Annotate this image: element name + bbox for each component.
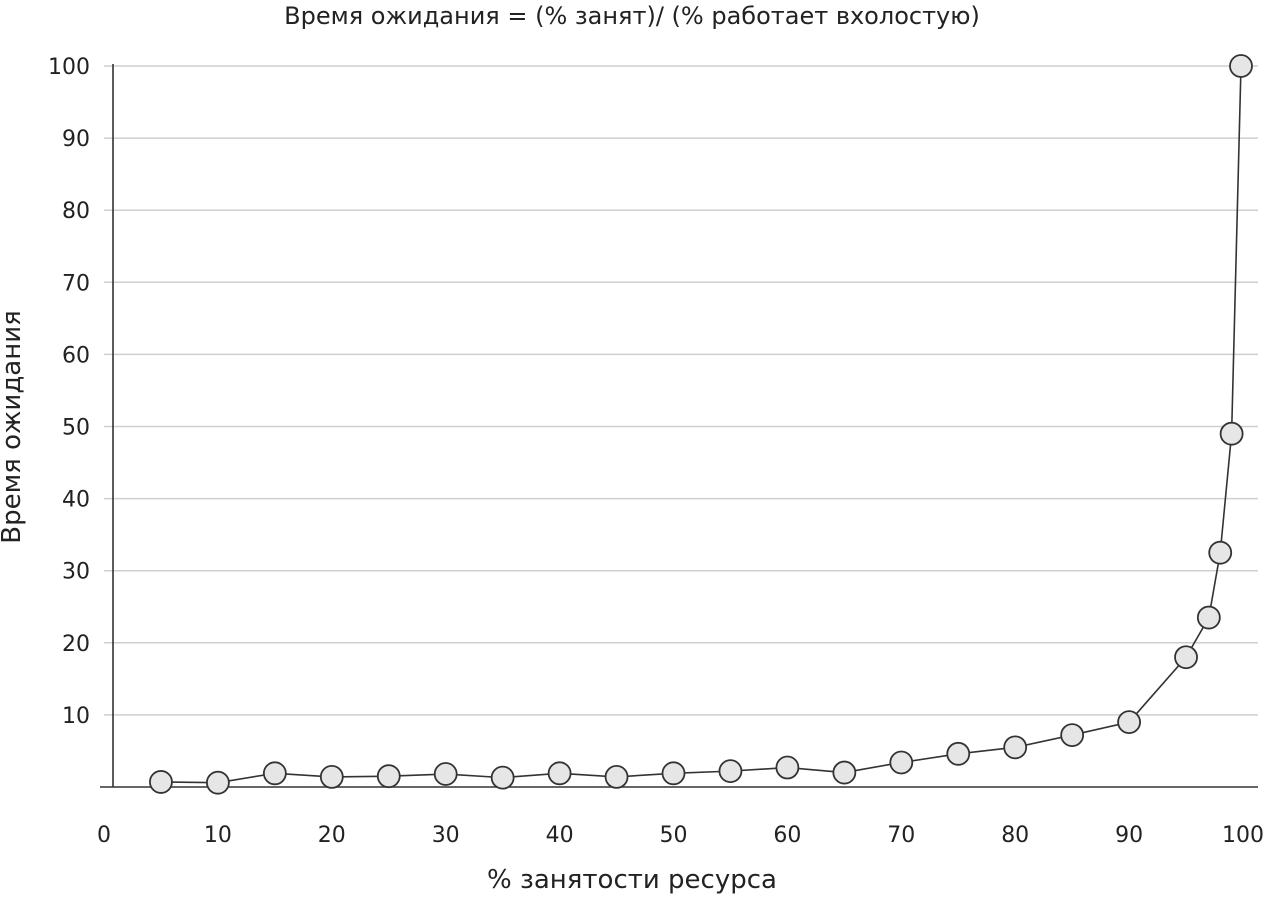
series: [149, 54, 1253, 795]
data-point-97: [1196, 605, 1221, 630]
y-tick-label: 50: [62, 416, 90, 441]
x-tick-label: 80: [1001, 823, 1029, 848]
y-tick-label: 80: [62, 199, 90, 224]
data-point-35: [490, 765, 515, 790]
data-point-65: [832, 760, 857, 785]
data-point-90: [1117, 710, 1141, 735]
y-tick-label: 100: [48, 55, 90, 80]
data-point-15: [262, 761, 287, 786]
x-tick-label: 0: [97, 823, 111, 848]
axes: [100, 64, 1258, 788]
y-tick-label: 10: [62, 704, 90, 729]
x-tick-label: 30: [432, 823, 460, 848]
data-point-60: [775, 755, 800, 780]
x-tick-label: 20: [318, 823, 346, 848]
y-tick-label: 40: [62, 488, 90, 513]
data-point-10: [205, 770, 230, 795]
x-tick-label: 90: [1115, 823, 1143, 848]
data-point-99: [1219, 421, 1244, 446]
data-point-20: [319, 765, 344, 789]
y-tick-label: 20: [62, 632, 90, 657]
y-tick-label: 90: [62, 127, 90, 152]
data-point-25: [376, 764, 401, 789]
data-point-30: [433, 762, 458, 786]
data-point-100: [1229, 54, 1253, 78]
data-point-5: [149, 770, 173, 794]
y-axis-label: Время ожидания: [0, 310, 27, 544]
y-tick-label: 70: [62, 271, 90, 296]
y-tick-label: 60: [62, 343, 90, 368]
x-tick-label: 40: [546, 823, 574, 848]
x-tick-label: 60: [773, 823, 801, 848]
tick-labels: 10 20 30 40 50 60 70 80 90 100 0 10 20 30 40 50 60 70 80 90…: [48, 55, 1264, 848]
data-point-40: [547, 761, 572, 786]
x-tick-label: 10: [204, 823, 232, 848]
data-point-98: [1208, 540, 1233, 565]
data-point-85: [1060, 723, 1085, 747]
grid-lines: [104, 65, 1258, 716]
data-point-55: [718, 759, 743, 784]
data-point-80: [1003, 735, 1028, 760]
data-point-45: [604, 765, 629, 789]
x-tick-label: 50: [660, 823, 688, 848]
data-point-95: [1174, 645, 1198, 670]
data-point-50: [661, 761, 686, 786]
x-tick-label: 70: [887, 823, 915, 848]
series-line: [160, 65, 1242, 784]
x-axis-label: % занятости ресурса: [487, 865, 777, 895]
x-tick-label: 100: [1222, 823, 1264, 848]
y-tick-label: 30: [62, 560, 90, 585]
data-point-75: [946, 741, 971, 766]
data-point-70: [889, 750, 914, 775]
chart-title: Время ожидания = (% занят)/ (% работает …: [284, 2, 980, 30]
